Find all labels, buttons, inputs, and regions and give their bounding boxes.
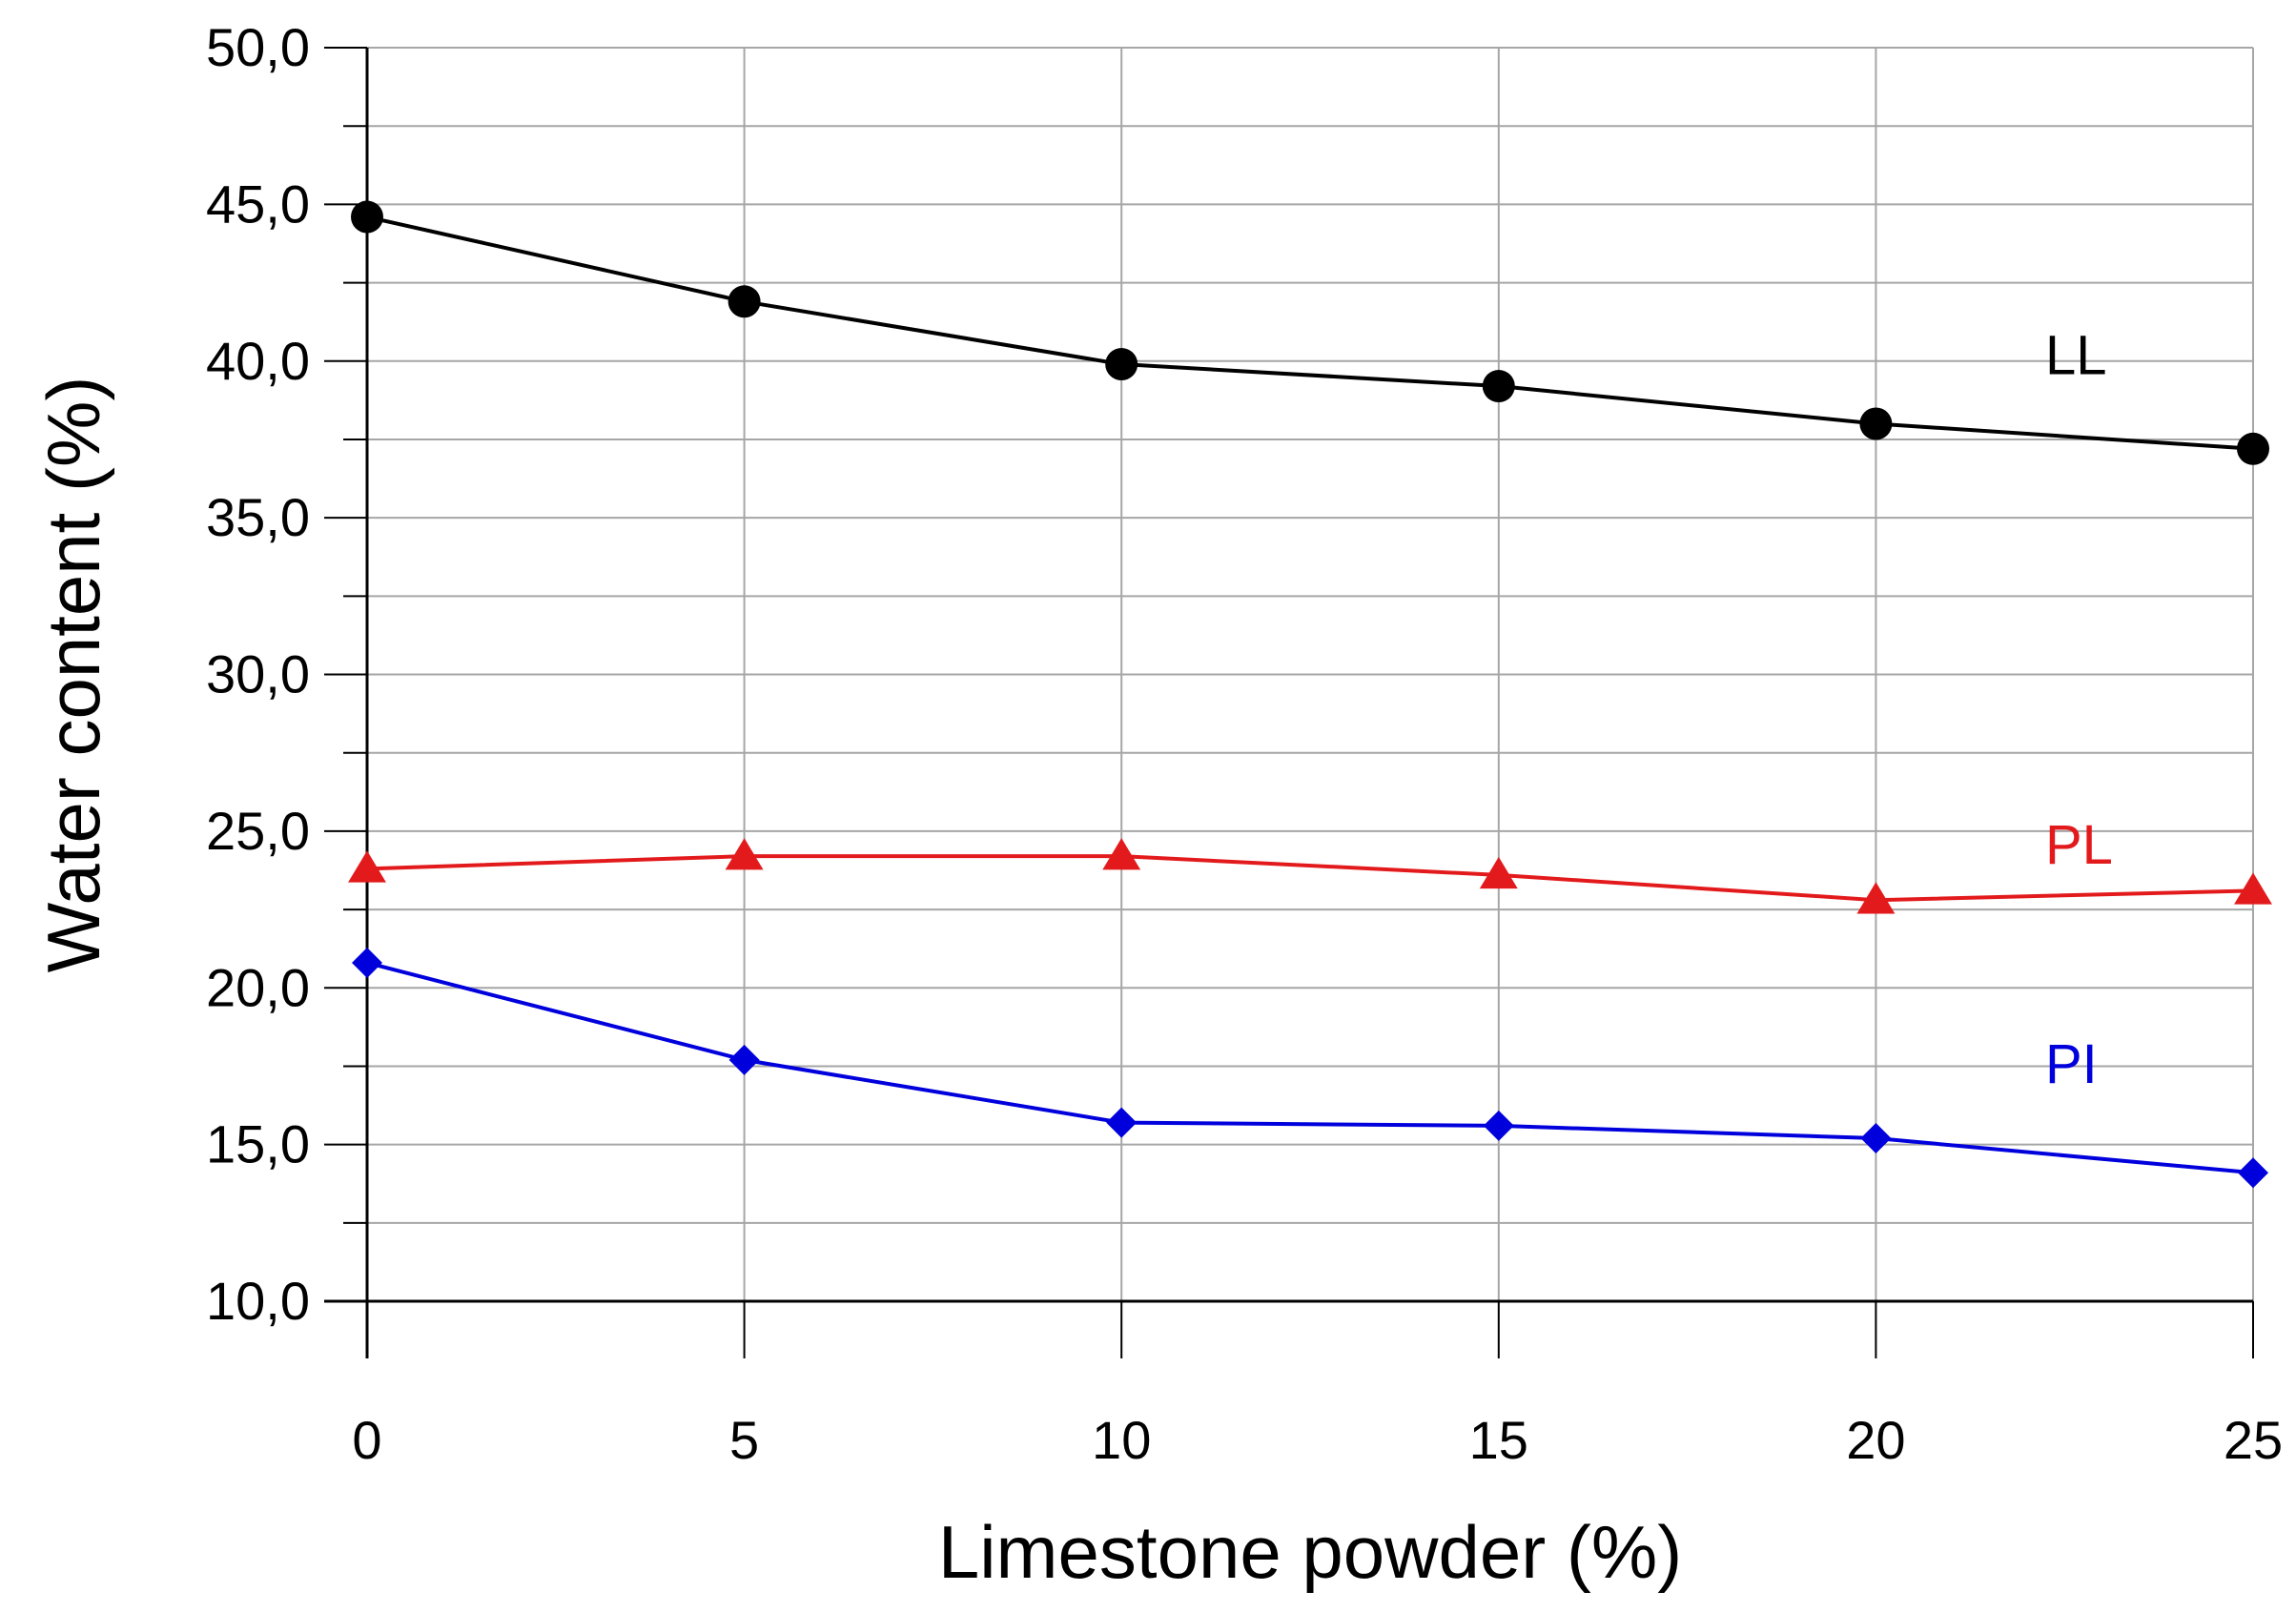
x-tick-label: 10 (1092, 1410, 1151, 1470)
series-line-ll (366, 214, 2254, 451)
x-axis-title: Limestone powder (%) (938, 1510, 1682, 1594)
y-tick-label: 15,0 (206, 1114, 310, 1174)
data-point-ll (2237, 432, 2269, 465)
data-point-pi (728, 1044, 760, 1075)
data-point-pi (2238, 1157, 2268, 1189)
data-point-pi (1483, 1110, 1514, 1141)
data-point-pl (1102, 838, 1141, 870)
x-tick-label: 5 (729, 1410, 759, 1470)
y-tick-label: 40,0 (206, 331, 310, 391)
series-label-pl: PL (2045, 814, 2113, 876)
y-tick-label: 45,0 (206, 173, 310, 234)
data-point-pl (2234, 872, 2272, 905)
y-tick-label: 20,0 (206, 957, 310, 1017)
data-point-ll (1482, 370, 1515, 403)
series-line-pi (366, 961, 2254, 1175)
axes (324, 47, 2254, 1358)
data-point-pl (1479, 856, 1518, 889)
y-tick-label: 30,0 (206, 644, 310, 704)
series (348, 200, 2272, 1189)
y-tick-label: 35,0 (206, 487, 310, 547)
series-label-pi: PI (2045, 1033, 2098, 1095)
data-point-pi (1860, 1123, 1892, 1154)
data-point-pl (348, 850, 386, 883)
x-tick-label: 25 (2224, 1410, 2283, 1470)
data-point-ll (351, 200, 383, 234)
data-point-ll (728, 285, 761, 318)
y-tick-label: 25,0 (206, 801, 310, 861)
x-tick-label: 20 (1846, 1410, 1905, 1470)
x-tick-label: 0 (352, 1410, 381, 1470)
data-point-ll (1105, 348, 1138, 381)
y-tick-label: 10,0 (206, 1271, 310, 1331)
labels: 10,0 15,0 20,0 25,0 30,0 35,0 40,0 45,0 50,0 0 5 10… (206, 17, 2283, 1470)
y-tick-label: 50,0 (206, 17, 310, 77)
data-point-ll (1859, 407, 1893, 440)
x-tick-label: 15 (1469, 1410, 1528, 1470)
data-point-pl (1856, 882, 1896, 914)
series-label-ll: LL (2045, 325, 2107, 387)
data-point-pi (352, 947, 382, 978)
grid (366, 47, 2254, 1302)
data-point-pi (1106, 1107, 1138, 1138)
y-axis-title: Water content (%) (31, 377, 115, 973)
data-point-pl (725, 838, 764, 870)
series-line-pl (366, 854, 2254, 903)
